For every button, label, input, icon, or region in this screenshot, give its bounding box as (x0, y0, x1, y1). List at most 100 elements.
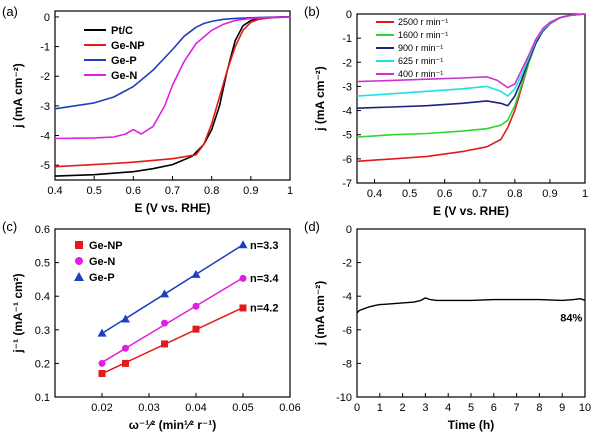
chart-c-ytick-label: 0.3 (35, 325, 50, 337)
chart-d-xtick-label: 7 (514, 402, 520, 414)
chart-c-ytick-label: 0.6 (35, 224, 50, 236)
chart-b-ytick-label: -6 (342, 154, 352, 166)
chart-b-yaxis-label: j (mA cm⁻²) (313, 66, 327, 132)
chart-c-legend-marker (75, 257, 83, 265)
chart-c-legend-marker (75, 241, 83, 249)
chart-c-series-0-point (161, 340, 169, 348)
chart-c-legend-marker (74, 272, 84, 281)
chart-d-xtick-label: 4 (445, 402, 451, 414)
chart-b-series-1-line (356, 13, 586, 138)
chart-c-series-2-point (160, 289, 170, 298)
chart-d-series-0-line (356, 297, 586, 314)
chart-c-series-2-point (238, 240, 248, 249)
chart-c-series-0-point (122, 359, 129, 367)
chart-a-ytick-label: 0 (44, 12, 50, 24)
chart-b-xtick-label: 0.7 (472, 188, 487, 200)
chart-d-xtick-label: 8 (536, 402, 542, 414)
chart-d-ytick-label: 0 (346, 224, 352, 236)
chart-a-xtick-label: 0.8 (204, 185, 219, 197)
chart-c-legend-label: Ge-NP (89, 240, 123, 252)
chart-c-series-1-point (98, 359, 106, 367)
chart-a-ytick-label: -1 (40, 42, 50, 54)
chart-d-xtick-label: 2 (400, 402, 406, 414)
chart-d-ytick-label: -10 (336, 392, 352, 404)
chart-c-series-1-point (192, 302, 200, 310)
chart-a-legend-label: Ge-N (111, 70, 137, 82)
chart-a-ytick-label: -5 (40, 160, 50, 172)
chart-c-series-0-point (239, 304, 247, 312)
chart-a-ytick-label: -2 (40, 71, 50, 83)
chart-d-xtick-label: 1 (377, 402, 383, 414)
chart-b-ytick-label: -5 (342, 130, 352, 142)
chart-b-ytick-label: -7 (342, 178, 352, 190)
chart-d-ytick-label: -4 (342, 291, 352, 303)
chart-c-frame (54, 228, 291, 398)
chart-b-ytick-label: 0 (346, 9, 352, 21)
chart-c-series-1-fit-label: n=3.4 (250, 273, 279, 285)
chart-a-xtick-label: 0.7 (165, 185, 180, 197)
chart-a-xtick-label: 0.6 (126, 185, 141, 197)
chart-c-xtick-label: 0.02 (91, 402, 112, 414)
panel-label-a: (a) (2, 4, 18, 19)
panel-label-d: (d) (304, 219, 320, 234)
chart-d-stability: 0 1 2 3 4 5 6 7 8 9 10 -10 -8 -6 -4 -2 0 Time (h) j (mA cm… (313, 224, 591, 432)
chart-a-legend-label: Ge-P (111, 55, 137, 67)
chart-a-xtick-label: 0.9 (243, 185, 258, 197)
chart-a-ytick-label: -3 (40, 101, 50, 113)
chart-d-xtick-label: 9 (559, 402, 565, 414)
chart-a-legend-label: Ge-NP (111, 40, 145, 52)
chart-d-ytick-label: -2 (342, 258, 352, 270)
chart-d-ytick-label: -8 (342, 358, 352, 370)
chart-a-series-3-line (54, 16, 291, 140)
chart-c-series-2-fit-label: n=3.3 (250, 240, 278, 252)
chart-c-xtick-label: 0.05 (232, 402, 253, 414)
chart-c-series-2-point (191, 269, 201, 278)
chart-b-ytick-label: -1 (342, 33, 352, 45)
chart-b-legend-label: 900 r min⁻¹ (398, 43, 443, 53)
chart-c-series-1-point (161, 319, 169, 327)
chart-d-frame (356, 228, 586, 398)
chart-d-ytick-label: -6 (342, 325, 352, 337)
chart-a-xaxis-label: E (V vs. RHE) (134, 201, 210, 215)
chart-a-xtick-label: 0.4 (47, 185, 62, 197)
chart-c-legend-label: Ge-N (89, 256, 115, 268)
chart-b-xtick-label: 0.8 (507, 188, 522, 200)
chart-a-legend-label: Pt/C (111, 25, 133, 37)
chart-c-ytick-label: 0.5 (35, 258, 50, 270)
panel-label-b: (b) (304, 4, 320, 19)
chart-b-ytick-label: -2 (342, 57, 352, 69)
chart-c-legend-label: Ge-P (89, 272, 115, 284)
chart-d-xtick-label: 3 (422, 402, 428, 414)
chart-a-voltammetry: 0.4 0.5 0.6 0.7 0.8 0.9 1 -5 -4 -3 -2 -1 0 E (V vs. R… (11, 10, 293, 215)
chart-c-koutecky-levich: 0.02 0.03 0.04 0.05 0.06 0.1 0.2 0.3 0.4 0.5 0.6 ω⁻… (11, 224, 301, 432)
chart-b-rotation-rates: 0.4 0.5 0.6 0.7 0.8 0.9 1 -7 -6 -5 -4 -3 -2 -1 0 E (V v… (313, 9, 588, 218)
chart-c-series-0-fit-label: n=4.2 (250, 303, 278, 315)
chart-c-series-1-point (122, 344, 129, 352)
chart-d-annotation: 84% (560, 312, 582, 324)
chart-c-xtick-label: 0.04 (185, 402, 206, 414)
chart-b-ytick-label: -4 (342, 106, 352, 118)
chart-c-series-2-point (121, 314, 130, 323)
chart-a-frame (54, 10, 291, 181)
chart-c-series-0-point (98, 369, 106, 377)
chart-c-ytick-label: 0.4 (35, 291, 50, 303)
chart-c-yaxis-label: j⁻¹ (mA⁻¹ cm²) (11, 273, 25, 353)
chart-a-series-2-line (54, 16, 291, 110)
chart-d-xtick-label: 6 (491, 402, 497, 414)
chart-c-xtick-label: 0.06 (279, 402, 300, 414)
chart-c-series-1-point (239, 274, 247, 282)
chart-d-xtick-label: 0 (354, 402, 360, 414)
chart-c-series-0-point (192, 325, 200, 333)
chart-d-xaxis-label: Time (h) (448, 418, 494, 432)
chart-b-xtick-label: 1 (582, 188, 588, 200)
chart-b-legend-label: 1600 r min⁻¹ (398, 30, 448, 40)
chart-d-yaxis-label: j (mA cm⁻²) (313, 281, 327, 347)
chart-c-xaxis-label: ω⁻¹⁄² (min¹⁄² r⁻¹) (129, 418, 216, 432)
chart-c-xtick-label: 0.03 (138, 402, 159, 414)
chart-d-xtick-label: 10 (579, 402, 591, 414)
chart-a-xtick-label: 0.5 (87, 185, 102, 197)
chart-b-xaxis-label: E (V vs. RHE) (433, 204, 509, 218)
chart-c-series-2-point (97, 328, 107, 337)
chart-a-series-0-line (54, 16, 290, 177)
